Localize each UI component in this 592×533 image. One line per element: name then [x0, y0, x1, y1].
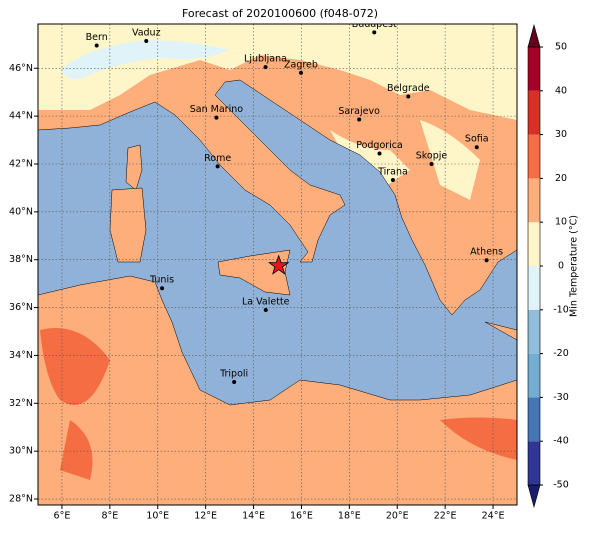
city-label: Sofia	[465, 134, 489, 145]
city-dot	[377, 151, 382, 156]
colorbar-tick-label: 40	[555, 85, 567, 96]
city-dot	[263, 65, 268, 70]
city-label: Vaduz	[132, 27, 161, 38]
colorbar-tick-label: 10	[555, 217, 567, 228]
city-label: Rome	[204, 153, 231, 164]
city-dot	[160, 286, 165, 291]
colorbar-bin	[528, 178, 540, 223]
city-label: Ljubljana	[244, 54, 287, 65]
lat-tick-label: 36°N	[9, 302, 33, 313]
lat-tick-label: 42°N	[9, 158, 33, 169]
city-dot	[474, 145, 479, 150]
sardinia	[109, 187, 147, 263]
lon-tick-label: 24°E	[482, 511, 505, 522]
lat-tick-label: 46°N	[9, 63, 33, 74]
colorbar-tick-label: 20	[555, 173, 567, 184]
city-dot	[372, 30, 377, 35]
city-label: Sarajevo	[338, 106, 380, 117]
colorbar-bin	[528, 47, 540, 91]
colorbar-bin	[528, 353, 540, 398]
city-label: Zagreb	[284, 59, 318, 70]
colorbar-bin	[528, 90, 540, 135]
lon-tick-label: 22°E	[434, 511, 457, 522]
lon-tick-label: 16°E	[290, 511, 313, 522]
city-dot	[144, 38, 149, 43]
colorbar-tick-label: -40	[553, 436, 569, 447]
city-dot	[484, 258, 489, 263]
lon-tick-label: 12°E	[194, 511, 217, 522]
colorbar-tick-label: -20	[553, 348, 569, 359]
lon-tick-label: 18°E	[338, 511, 361, 522]
city-dot	[390, 178, 395, 183]
title: Forecast of 2020100600 (f048-072)	[182, 7, 378, 20]
colorbar-tick-label: 30	[555, 129, 567, 140]
city-label: Belgrade	[387, 83, 430, 94]
colorbar-bin	[528, 397, 540, 442]
map-frame	[37, 23, 518, 506]
lon-tick-label: 20°E	[386, 511, 409, 522]
colorbar-tick-label: 0	[558, 261, 564, 272]
city-label: La Valette	[242, 296, 290, 307]
lat-tick-label: 32°N	[9, 398, 33, 409]
colorbar-over	[527, 23, 541, 48]
colorbar-tick-label: -10	[553, 304, 569, 315]
city-label: Podgorica	[356, 140, 403, 151]
city-dot	[232, 379, 237, 384]
lat-tick-label: 28°N	[9, 494, 33, 505]
city-dot	[406, 94, 411, 99]
colorbar-under	[527, 484, 541, 509]
lat-tick-label: 38°N	[9, 254, 33, 265]
city-label: Tirana	[377, 167, 408, 178]
grid	[38, 24, 517, 505]
colorbar-tick-label: -50	[553, 480, 569, 491]
lon-tick-label: 14°E	[242, 511, 265, 522]
lat-tick-label: 44°N	[9, 111, 33, 122]
lat-tick-label: 40°N	[9, 206, 33, 217]
alps-cold-zone	[60, 40, 230, 79]
city-dot	[298, 70, 303, 75]
city-dot	[429, 161, 434, 166]
city-dot	[214, 115, 219, 120]
city-dot	[357, 117, 362, 122]
city-label: Budapest	[352, 19, 397, 30]
city-dot	[94, 43, 99, 48]
colorbar-label: Min Temperature (°C)	[569, 215, 580, 317]
city-dot	[263, 307, 268, 312]
corsica	[125, 144, 143, 191]
colorbar: -50 -40 -30 -20 -10 0 10 20 30 40 50	[527, 23, 569, 509]
forecast-marker	[268, 254, 290, 275]
city-label: Tunis	[149, 275, 174, 286]
lat-tick-label: 34°N	[9, 350, 33, 361]
city-label: Tripoli	[219, 368, 248, 379]
colorbar-bin	[528, 266, 540, 310]
colorbar-bin	[528, 222, 540, 266]
colorbar-bin	[528, 441, 540, 485]
city-label: San Marino	[190, 104, 243, 115]
colorbar-bin	[528, 309, 540, 354]
city-label: Bern	[86, 32, 108, 43]
lon-tick-label: 8°E	[101, 511, 118, 522]
lat-tick-label: 30°N	[9, 446, 33, 457]
colorbar-tick-label: -30	[553, 392, 569, 403]
warm-zone	[40, 328, 517, 480]
city-label: Athens	[470, 247, 503, 258]
city-label: Skopje	[416, 150, 448, 161]
colorbar-tick-label: 50	[555, 42, 567, 53]
axes: 6°E 8°E 10°E 12°E 14°E 16°E 18°E 20°E 22°E 24°E 28…	[9, 63, 504, 522]
lon-tick-label: 10°E	[146, 511, 169, 522]
lon-tick-label: 6°E	[54, 511, 71, 522]
sicily	[217, 249, 291, 296]
city-dot	[215, 164, 220, 169]
colorbar-bin	[528, 134, 540, 179]
